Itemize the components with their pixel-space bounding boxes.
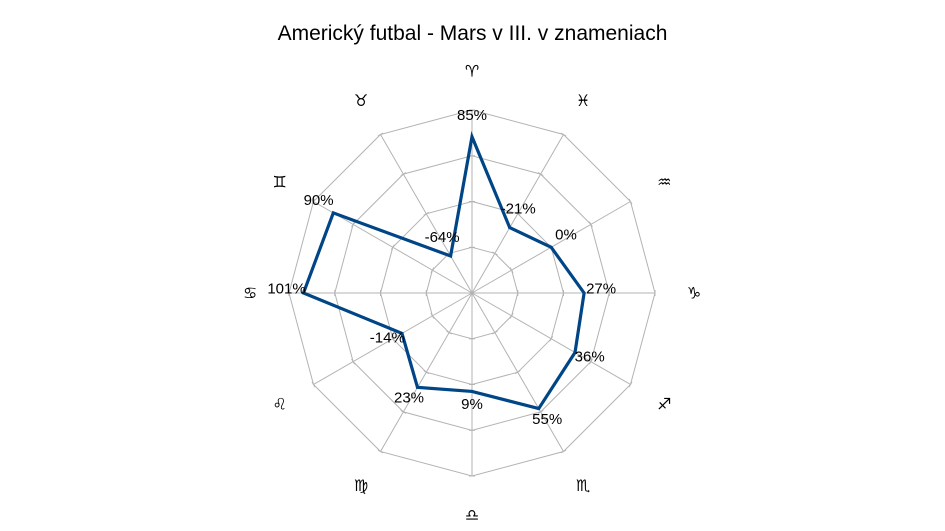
data-point bbox=[449, 254, 453, 258]
category-label: ♉ bbox=[354, 91, 368, 110]
axis-tick bbox=[351, 358, 356, 365]
data-point bbox=[331, 211, 335, 215]
data-point bbox=[549, 245, 553, 249]
category-label: ♊ bbox=[273, 173, 287, 192]
category-label: ♑ bbox=[687, 284, 701, 303]
data-point bbox=[416, 385, 419, 389]
data-point bbox=[302, 291, 305, 295]
data-label: 85% bbox=[457, 107, 487, 124]
data-label: -64% bbox=[425, 229, 460, 246]
axis-tick bbox=[509, 313, 514, 319]
series-layer bbox=[301, 131, 586, 411]
category-label: ♈ bbox=[465, 62, 479, 81]
label-layer: ♈ ♓ ♒ ♑ ♐ ♏ ♎ ♍ ♌ ♋ ♊ ♉ 85% -21% 0% 27% 36% 55% 9% 23% -14% 1… bbox=[243, 62, 701, 525]
axis-tick bbox=[423, 211, 430, 216]
axis-tick bbox=[492, 330, 498, 335]
data-label: 55% bbox=[532, 411, 562, 428]
data-label: 101% bbox=[267, 281, 305, 298]
category-label: ♌ bbox=[273, 395, 287, 414]
category-label: ♎ bbox=[465, 506, 479, 525]
chart-title: Americký futbal - Mars v III. v znamenia… bbox=[277, 22, 668, 45]
data-point bbox=[508, 226, 512, 230]
category-label: ♏ bbox=[576, 476, 590, 495]
data-point bbox=[537, 407, 541, 411]
data-label: -14% bbox=[370, 329, 405, 346]
data-point bbox=[400, 331, 404, 335]
axis-tick bbox=[377, 449, 384, 454]
data-point bbox=[573, 351, 577, 354]
data-label: 36% bbox=[575, 349, 605, 366]
series-line bbox=[301, 131, 586, 411]
axis-tick bbox=[351, 221, 356, 228]
data-label: 0% bbox=[555, 226, 577, 243]
data-point bbox=[470, 389, 474, 393]
data-label: -21% bbox=[501, 200, 536, 217]
data-label: 90% bbox=[304, 192, 334, 209]
category-label: ♍ bbox=[354, 476, 368, 495]
axis-tick bbox=[390, 244, 395, 251]
axis-tick bbox=[588, 358, 593, 365]
axis-tick bbox=[588, 221, 593, 228]
data-label: 23% bbox=[394, 390, 424, 407]
axis-tick bbox=[514, 211, 521, 216]
axis-tick bbox=[537, 172, 544, 177]
axis-tick bbox=[537, 409, 544, 414]
axis-tick bbox=[560, 449, 567, 454]
category-label: ♐ bbox=[657, 395, 671, 414]
data-label: 9% bbox=[461, 396, 483, 413]
axis-tick bbox=[423, 370, 430, 375]
axis-tick bbox=[377, 132, 384, 137]
axis-tick bbox=[560, 132, 567, 137]
axis-tick bbox=[430, 267, 435, 273]
axis-tick bbox=[311, 198, 316, 205]
category-label: ♒ bbox=[657, 173, 671, 192]
grid-layer bbox=[288, 109, 656, 477]
axis-tick bbox=[390, 335, 395, 342]
category-label: ♋ bbox=[243, 284, 257, 303]
axis-tick bbox=[311, 381, 316, 388]
axis-tick bbox=[628, 381, 633, 388]
axis-tick bbox=[628, 198, 633, 205]
axis-tick bbox=[492, 251, 498, 256]
axis-tick bbox=[400, 409, 407, 414]
category-label: ♓ bbox=[576, 91, 590, 110]
data-point bbox=[582, 291, 586, 295]
axis-tick bbox=[509, 267, 514, 273]
axis-tick bbox=[430, 313, 435, 319]
axis-tick bbox=[514, 370, 521, 375]
axis-tick bbox=[400, 172, 407, 177]
data-point bbox=[470, 135, 474, 139]
axis-tick bbox=[549, 335, 554, 342]
data-label: 27% bbox=[586, 281, 616, 298]
axis-tick bbox=[446, 330, 452, 335]
